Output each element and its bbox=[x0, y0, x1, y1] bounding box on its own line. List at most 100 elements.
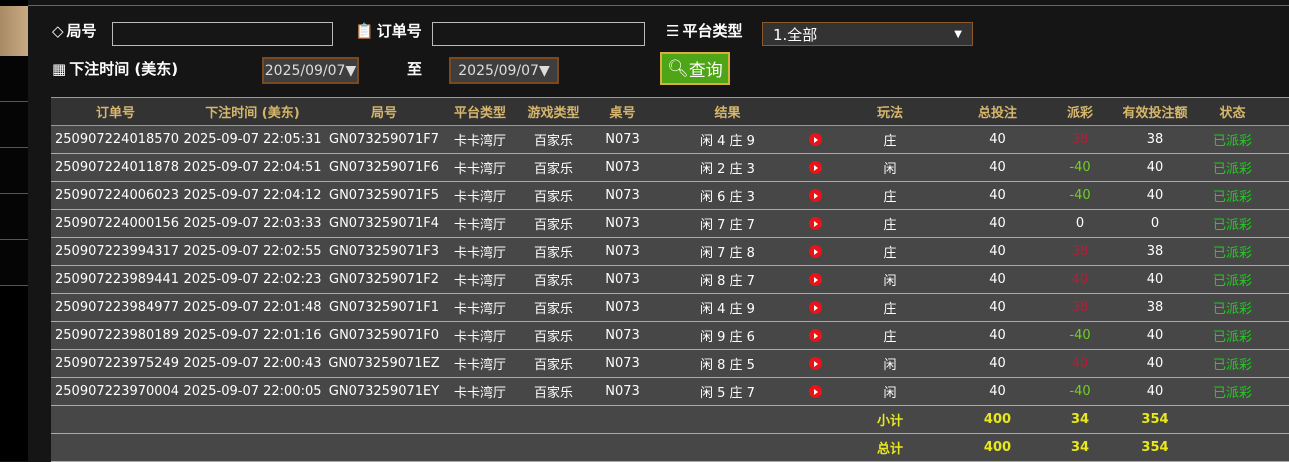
cell bbox=[1270, 153, 1289, 182]
status: 已派彩 bbox=[1195, 377, 1270, 406]
total-bet: 40 bbox=[950, 377, 1045, 406]
result: 闲 5 庄 7 bbox=[655, 377, 800, 406]
sidebar-item[interactable] bbox=[0, 240, 28, 286]
calendar-icon: ▦ bbox=[52, 59, 67, 78]
platform: 卡卡湾厅 bbox=[443, 237, 517, 266]
order-id: 250907223975249 bbox=[51, 349, 180, 378]
game-type: 百家乐 bbox=[517, 377, 590, 406]
play-video-icon[interactable] bbox=[808, 217, 822, 230]
bet-option: 闲 bbox=[830, 265, 950, 294]
order-id: 250907224018570 bbox=[51, 125, 180, 154]
valid-bet: 40 bbox=[1115, 349, 1195, 378]
payout: 40 bbox=[1045, 265, 1115, 294]
result: 闲 6 庄 3 bbox=[655, 181, 800, 210]
chevron-down-icon: ▼ bbox=[954, 28, 962, 40]
table-row[interactable]: 250907223980189 2025-09-07 22:01:16 GN0732… bbox=[51, 321, 1289, 350]
order-id: 250907223970004 bbox=[51, 377, 180, 406]
platform: 卡卡湾厅 bbox=[443, 153, 517, 182]
play-video-icon[interactable] bbox=[808, 245, 822, 258]
sidebar-item[interactable] bbox=[0, 194, 28, 240]
valid-bet: 40 bbox=[1115, 377, 1195, 406]
date-to-picker[interactable]: 2025/09/07▼ bbox=[449, 57, 559, 84]
table-row[interactable]: 250907224006023 2025-09-07 22:04:12 GN0732… bbox=[51, 181, 1289, 210]
payout: 38 bbox=[1045, 237, 1115, 266]
time-label-text: 下注时间 (美东) bbox=[69, 60, 179, 78]
platform: 卡卡湾厅 bbox=[443, 349, 517, 378]
status: 已派彩 bbox=[1195, 321, 1270, 350]
bet-option: 庄 bbox=[830, 181, 950, 210]
play-video-icon[interactable] bbox=[808, 301, 822, 314]
valid-bet: 38 bbox=[1115, 293, 1195, 322]
play-video-icon[interactable] bbox=[808, 133, 822, 146]
status: 已派彩 bbox=[1195, 153, 1270, 182]
tag-icon: ◇ bbox=[52, 21, 64, 40]
replay-cell bbox=[800, 125, 830, 154]
column-header: 玩法 bbox=[830, 97, 950, 126]
order-id: 250907223984977 bbox=[51, 293, 180, 322]
sidebar-active-item[interactable] bbox=[0, 6, 28, 56]
payout: 0 bbox=[1045, 209, 1115, 238]
table-no: N073 bbox=[590, 209, 655, 238]
sidebar-item[interactable] bbox=[0, 148, 28, 194]
clipboard-icon: 📋 bbox=[355, 21, 374, 40]
order-label-text: 订单号 bbox=[376, 22, 422, 40]
query-button[interactable]: 🔍︎ 查询 bbox=[660, 52, 730, 85]
total-bet: 40 bbox=[950, 125, 1045, 154]
round-id: GN073259071F1 bbox=[325, 293, 443, 322]
total-bet: 40 bbox=[950, 321, 1045, 350]
cell bbox=[1195, 405, 1289, 434]
date-from-picker[interactable]: 2025/09/07▼ bbox=[262, 57, 359, 84]
game-type: 百家乐 bbox=[517, 321, 590, 350]
round-input[interactable] bbox=[112, 22, 333, 46]
sidebar-item[interactable] bbox=[0, 102, 28, 148]
play-video-icon[interactable] bbox=[808, 385, 822, 398]
replay-cell bbox=[800, 181, 830, 210]
valid-bet: 40 bbox=[1115, 181, 1195, 210]
platform: 卡卡湾厅 bbox=[443, 209, 517, 238]
play-video-icon[interactable] bbox=[808, 357, 822, 370]
play-video-icon[interactable] bbox=[808, 273, 822, 286]
game-type: 百家乐 bbox=[517, 125, 590, 154]
table-row[interactable]: 250907223970004 2025-09-07 22:00:05 GN0732… bbox=[51, 377, 1289, 406]
platform-select[interactable]: 1.全部 ▼ bbox=[762, 22, 973, 46]
sidebar bbox=[0, 0, 28, 461]
table-row[interactable]: 250907223994317 2025-09-07 22:02:55 GN0732… bbox=[51, 237, 1289, 266]
table-row[interactable]: 250907224018570 2025-09-07 22:05:31 GN0732… bbox=[51, 125, 1289, 154]
game-type: 百家乐 bbox=[517, 349, 590, 378]
cell bbox=[1270, 377, 1289, 406]
platform-filter-label: ☰ 平台类型 bbox=[666, 20, 742, 41]
cell bbox=[51, 405, 830, 434]
play-video-icon[interactable] bbox=[808, 161, 822, 174]
cell bbox=[1195, 433, 1289, 462]
replay-cell bbox=[800, 153, 830, 182]
time-filter-label: ▦ 下注时间 (美东) bbox=[52, 58, 178, 79]
column-header: 派彩 bbox=[1045, 97, 1115, 126]
column-header: 局号 bbox=[325, 97, 443, 126]
sidebar-item[interactable] bbox=[0, 56, 28, 102]
order-input[interactable] bbox=[432, 22, 645, 46]
round-id: GN073259071F0 bbox=[325, 321, 443, 350]
round-id: GN073259071F6 bbox=[325, 153, 443, 182]
cell bbox=[1270, 125, 1289, 154]
game-type: 百家乐 bbox=[517, 153, 590, 182]
platform: 卡卡湾厅 bbox=[443, 181, 517, 210]
game-type: 百家乐 bbox=[517, 209, 590, 238]
play-video-icon[interactable] bbox=[808, 329, 822, 342]
status: 已派彩 bbox=[1195, 181, 1270, 210]
total-payout: 34 bbox=[1045, 433, 1115, 462]
table-row[interactable]: 250907223984977 2025-09-07 22:01:48 GN0732… bbox=[51, 293, 1289, 322]
total-bet: 40 bbox=[950, 265, 1045, 294]
table-row[interactable]: 250907223989441 2025-09-07 22:02:23 GN0732… bbox=[51, 265, 1289, 294]
table-no: N073 bbox=[590, 125, 655, 154]
table-row[interactable]: 250907224000156 2025-09-07 22:03:33 GN0732… bbox=[51, 209, 1289, 238]
table-row[interactable]: 250907224011878 2025-09-07 22:04:51 GN0732… bbox=[51, 153, 1289, 182]
bet-option: 闲 bbox=[830, 349, 950, 378]
column-header: 平台类型 bbox=[443, 97, 517, 126]
payout: -40 bbox=[1045, 321, 1115, 350]
play-video-icon[interactable] bbox=[808, 189, 822, 202]
column-header bbox=[1270, 97, 1289, 126]
column-header: 总投注 bbox=[950, 97, 1045, 126]
replay-cell bbox=[800, 237, 830, 266]
table-row[interactable]: 250907223975249 2025-09-07 22:00:43 GN0732… bbox=[51, 349, 1289, 378]
order-id: 250907223994317 bbox=[51, 237, 180, 266]
